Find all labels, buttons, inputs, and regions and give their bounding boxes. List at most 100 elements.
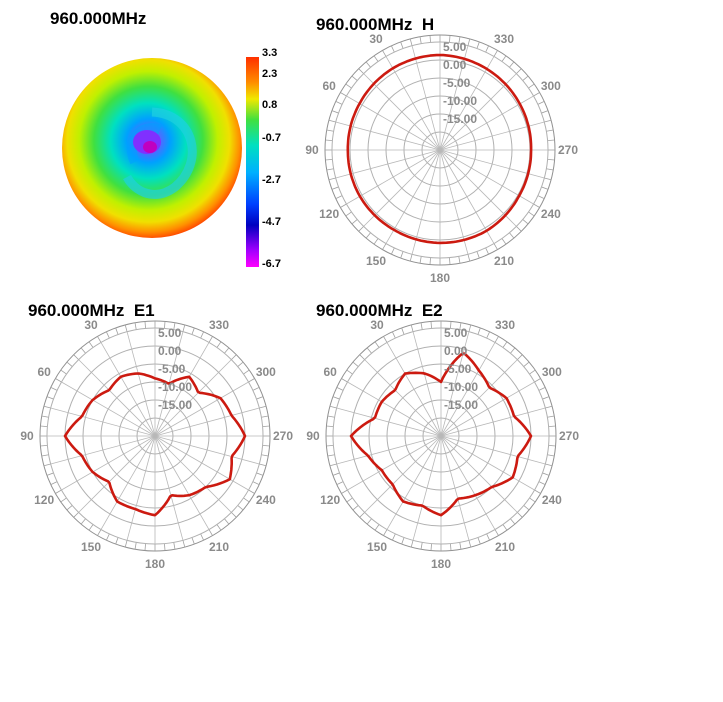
ring-tick xyxy=(359,512,365,518)
angle-tick-label: 90 xyxy=(305,143,319,157)
ring-tick xyxy=(544,119,552,123)
ring-tick xyxy=(501,55,507,62)
radial-tick-label: 5.00 xyxy=(443,40,467,54)
radial-tick-label: -10.00 xyxy=(158,380,192,394)
ring-tick xyxy=(248,489,255,494)
ring-tick xyxy=(374,524,380,531)
ring-tick xyxy=(191,327,195,335)
ring-tick xyxy=(325,159,333,161)
ring-tick xyxy=(231,354,237,360)
ring-tick xyxy=(256,472,264,476)
ring-tick xyxy=(216,341,222,348)
ring-tick xyxy=(261,415,269,418)
ring-tick xyxy=(40,425,48,427)
ring-tick xyxy=(328,177,336,181)
ring-tick xyxy=(537,195,545,199)
grid-spoke xyxy=(440,359,518,437)
ring-tick xyxy=(486,331,490,339)
radial-tick-label: 0.00 xyxy=(158,344,182,358)
colorbar-tick: 0.8 xyxy=(262,99,278,111)
ring-tick xyxy=(529,497,536,503)
ring-tick xyxy=(392,533,396,541)
ring-tick xyxy=(516,68,522,74)
ring-tick xyxy=(544,177,552,181)
ring-tick xyxy=(164,321,166,329)
radial-tick-label: -15.00 xyxy=(443,112,477,126)
grid-spoke xyxy=(100,435,156,530)
angle-tick-label: 300 xyxy=(542,365,562,379)
radial-tick-label: 0.00 xyxy=(443,58,467,72)
ring-tick xyxy=(522,219,529,225)
ring-tick xyxy=(50,481,58,485)
ring-tick xyxy=(547,159,555,161)
ring-tick xyxy=(182,540,186,548)
grid-spoke xyxy=(154,435,184,541)
ring-tick xyxy=(341,489,348,494)
ring-tick xyxy=(392,331,396,339)
ring-tick xyxy=(224,347,230,354)
ring-tick xyxy=(545,463,553,467)
grid-spoke xyxy=(440,435,496,530)
colorbar-tick: 2.3 xyxy=(262,68,278,80)
colorbar-tick: 3.3 xyxy=(262,47,278,59)
grid-spoke xyxy=(78,359,156,437)
ring-tick xyxy=(106,331,110,339)
grid-spoke xyxy=(335,149,441,179)
ring-tick xyxy=(459,322,462,330)
ring-tick xyxy=(326,168,334,171)
ring-tick xyxy=(351,219,358,225)
ring-tick xyxy=(485,45,489,53)
angle-tick-label: 240 xyxy=(542,493,562,507)
ring-tick xyxy=(410,540,414,548)
ring-tick xyxy=(365,61,371,68)
grid-spoke xyxy=(364,435,442,513)
ring-tick xyxy=(231,512,237,518)
grid-spoke xyxy=(346,149,441,205)
angle-tick-label: 180 xyxy=(431,557,451,571)
ring-tick xyxy=(326,425,334,427)
ring-tick xyxy=(409,254,413,262)
grid-spoke xyxy=(154,435,249,491)
ring-tick xyxy=(467,38,471,46)
ring-tick xyxy=(55,489,62,494)
ring-tick xyxy=(216,524,222,531)
angle-tick-label: 210 xyxy=(495,540,515,554)
ring-tick xyxy=(528,83,535,89)
ring-tick xyxy=(467,254,471,262)
ring-tick xyxy=(144,543,146,551)
ring-tick xyxy=(538,387,546,391)
ring-tick xyxy=(50,387,58,391)
ring-tick xyxy=(327,415,335,418)
ring-tick xyxy=(449,35,451,43)
ring-tick xyxy=(391,45,395,53)
grid-spoke xyxy=(439,56,495,151)
radial-tick-label: 5.00 xyxy=(444,326,468,340)
ring-tick xyxy=(352,361,359,367)
polar-title-e2: 960.000MHz E2 xyxy=(316,301,443,320)
colorbar-tick: -4.7 xyxy=(262,216,281,228)
ring-tick xyxy=(400,251,404,259)
ring-tick xyxy=(336,481,344,485)
radial-tick-label: -5.00 xyxy=(158,362,186,376)
grid-spoke xyxy=(100,342,156,437)
ring-tick xyxy=(358,68,364,74)
ring-tick xyxy=(510,347,516,354)
ring-tick xyxy=(124,540,128,548)
grid-spoke xyxy=(411,149,441,255)
grid-spoke xyxy=(440,342,496,437)
ring-tick xyxy=(509,232,515,239)
ring-tick xyxy=(468,540,472,548)
grid-spoke xyxy=(154,359,232,437)
grid-spoke xyxy=(50,407,156,437)
grid-spoke xyxy=(154,435,260,465)
grid-spoke xyxy=(439,45,469,151)
polar-title-e1: 960.000MHz E1 xyxy=(28,301,155,320)
ring-tick xyxy=(400,41,404,49)
ring-tick xyxy=(501,238,507,245)
pattern-curve xyxy=(63,372,247,517)
ring-tick xyxy=(252,387,260,391)
grid-spoke xyxy=(154,381,249,437)
ring-tick xyxy=(340,203,347,208)
